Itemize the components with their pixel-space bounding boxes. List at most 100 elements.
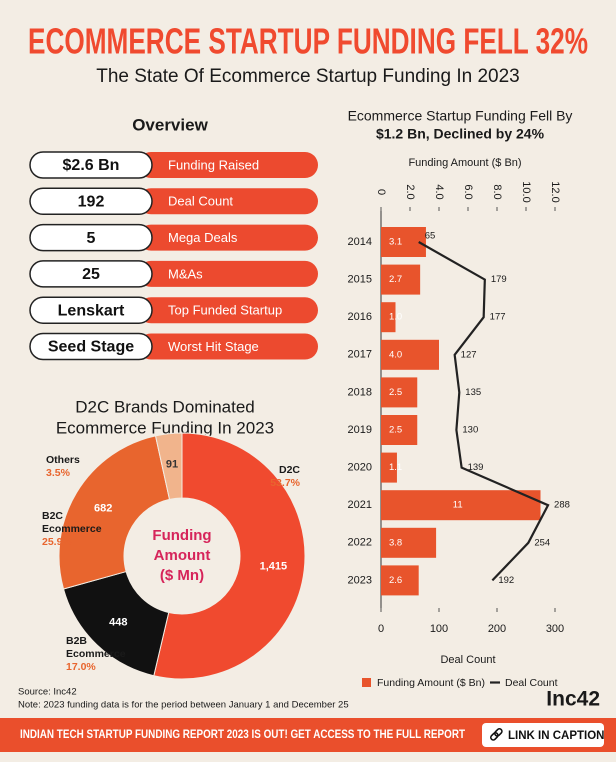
banner-button-text[interactable]: LINK IN CAPTION <box>508 730 604 742</box>
value-pill <box>29 151 153 179</box>
overview-label: M&As <box>168 266 203 281</box>
x-tick-label: 0 <box>375 189 387 195</box>
line-value-label: 192 <box>498 575 514 586</box>
x2-tick-label: 100 <box>430 623 448 635</box>
banner-text: INDIAN TECH STARTUP FUNDING REPORT 2023 … <box>20 729 465 741</box>
line-value-label: 130 <box>462 425 478 436</box>
bar-value-label: 2.5 <box>389 387 402 398</box>
slice-name-line: B2C <box>42 510 63 522</box>
banner-button[interactable] <box>482 723 604 747</box>
overview-value: 192 <box>78 194 105 211</box>
bar <box>381 527 437 558</box>
slice-share: 17.0% <box>66 661 96 673</box>
center-label: Amount <box>154 547 211 564</box>
overview-value: 25 <box>82 266 100 283</box>
value-pill <box>29 223 153 252</box>
overview-label: Top Funded Startup <box>168 303 282 318</box>
overview-label: Funding Raised <box>168 157 259 172</box>
legend-swatch <box>362 678 371 687</box>
y-tick-label: 2022 <box>348 537 372 549</box>
x-axis-title: Funding Amount ($ Bn) <box>408 157 521 169</box>
line-value-label: 139 <box>468 462 484 473</box>
x-tick-label: 4.0 <box>433 184 445 199</box>
donut-slice <box>153 432 306 680</box>
x-tick-label: 6.0 <box>462 184 474 199</box>
bar-value-label: 2.6 <box>389 575 402 586</box>
source: Source: Inc42 <box>18 687 77 698</box>
overview-label: Worst Hit Stage <box>168 339 259 354</box>
bar <box>381 415 418 445</box>
overview-label: Deal Count <box>168 194 233 209</box>
slice-share: 3.5% <box>46 467 71 479</box>
legend-label: Deal Count <box>505 677 558 689</box>
line <box>418 241 550 582</box>
label-pill <box>138 260 318 287</box>
slice-name-line: B2B <box>66 635 87 647</box>
line-value-label: 135 <box>465 387 481 398</box>
bar <box>381 490 541 521</box>
donut-slice <box>58 435 171 590</box>
overview-label: Mega Deals <box>168 230 238 245</box>
donut-slice <box>62 570 170 677</box>
value-pill <box>29 260 153 288</box>
line-value-label: 177 <box>490 312 506 323</box>
bar-value-label: 2.5 <box>389 425 402 436</box>
center-label: ($ Mn) <box>160 567 204 584</box>
bar <box>381 452 397 483</box>
donut-slice <box>154 432 183 500</box>
chart-title: Ecommerce Funding In 2023 <box>56 418 274 437</box>
line-value-label: 254 <box>534 537 550 548</box>
bar-value-label: 2.7 <box>389 274 402 285</box>
label-pill <box>138 224 318 251</box>
y-tick-label: 2019 <box>348 424 372 436</box>
y-tick-label: 2014 <box>348 236 372 248</box>
slice-name: Others <box>46 454 80 466</box>
y-tick-label: 2018 <box>348 386 372 398</box>
line-value-label: 179 <box>491 274 507 285</box>
bar-value-label: 1.0 <box>389 312 402 323</box>
y-tick-label: 2023 <box>348 574 372 586</box>
logo: Inc42 <box>546 688 600 711</box>
slice-name-line: D2C <box>279 464 300 476</box>
bar-value-label: 11 <box>453 500 463 511</box>
overview-title: Overview <box>132 115 208 134</box>
bar-value-label: 3.8 <box>389 537 402 548</box>
slice-name: B2C Ecommerce <box>42 510 102 535</box>
x2-tick-label: 300 <box>546 623 564 635</box>
x-tick-label: 8.0 <box>491 184 503 199</box>
x-tick-label: 2.0 <box>404 184 416 199</box>
slice-value-label: 1,415 <box>260 561 288 573</box>
x2-axis-title: Deal Count <box>440 654 495 666</box>
chart-title: $1.2 Bn, Declined by 24% <box>376 126 545 142</box>
overview-value: $2.6 Bn <box>63 157 120 174</box>
slice-name-line: Others <box>46 454 80 466</box>
line-value-label: 65 <box>425 231 436 242</box>
y-tick-label: 2017 <box>348 349 372 361</box>
bar <box>381 377 418 408</box>
label-pill <box>138 297 318 324</box>
x2-tick-label: 0 <box>378 623 384 635</box>
slice-name: B2B Ecommerce <box>66 635 126 660</box>
y-tick-label: 2020 <box>348 462 372 474</box>
bar <box>381 264 421 295</box>
overview-value: Seed Stage <box>48 339 134 356</box>
x-tick-label: 10.0 <box>520 181 532 202</box>
line-value-label: 288 <box>554 500 570 511</box>
slice-value-label: 448 <box>109 616 127 628</box>
page-title: ECOMMERCE STARTUP FUNDING FELL 32% <box>28 21 588 62</box>
legend-label: Funding Amount ($ Bn) <box>377 677 485 689</box>
bar <box>381 227 426 257</box>
page-subtitle: The State Of Ecommerce Startup Funding I… <box>96 66 520 87</box>
y-tick-label: 2015 <box>348 274 372 286</box>
slice-name: D2C <box>279 464 300 476</box>
value-pill <box>29 296 153 324</box>
slice-value-label: 91 <box>166 458 178 470</box>
note: Note: 2023 funding data is for the perio… <box>18 700 349 711</box>
slice-name-line: Ecommerce <box>42 523 102 535</box>
y-tick-label: 2016 <box>348 311 372 323</box>
overview-value: Lenskart <box>58 302 125 319</box>
center-label: Funding <box>152 527 211 544</box>
x2-tick-label: 200 <box>488 623 506 635</box>
label-pill <box>138 333 318 360</box>
